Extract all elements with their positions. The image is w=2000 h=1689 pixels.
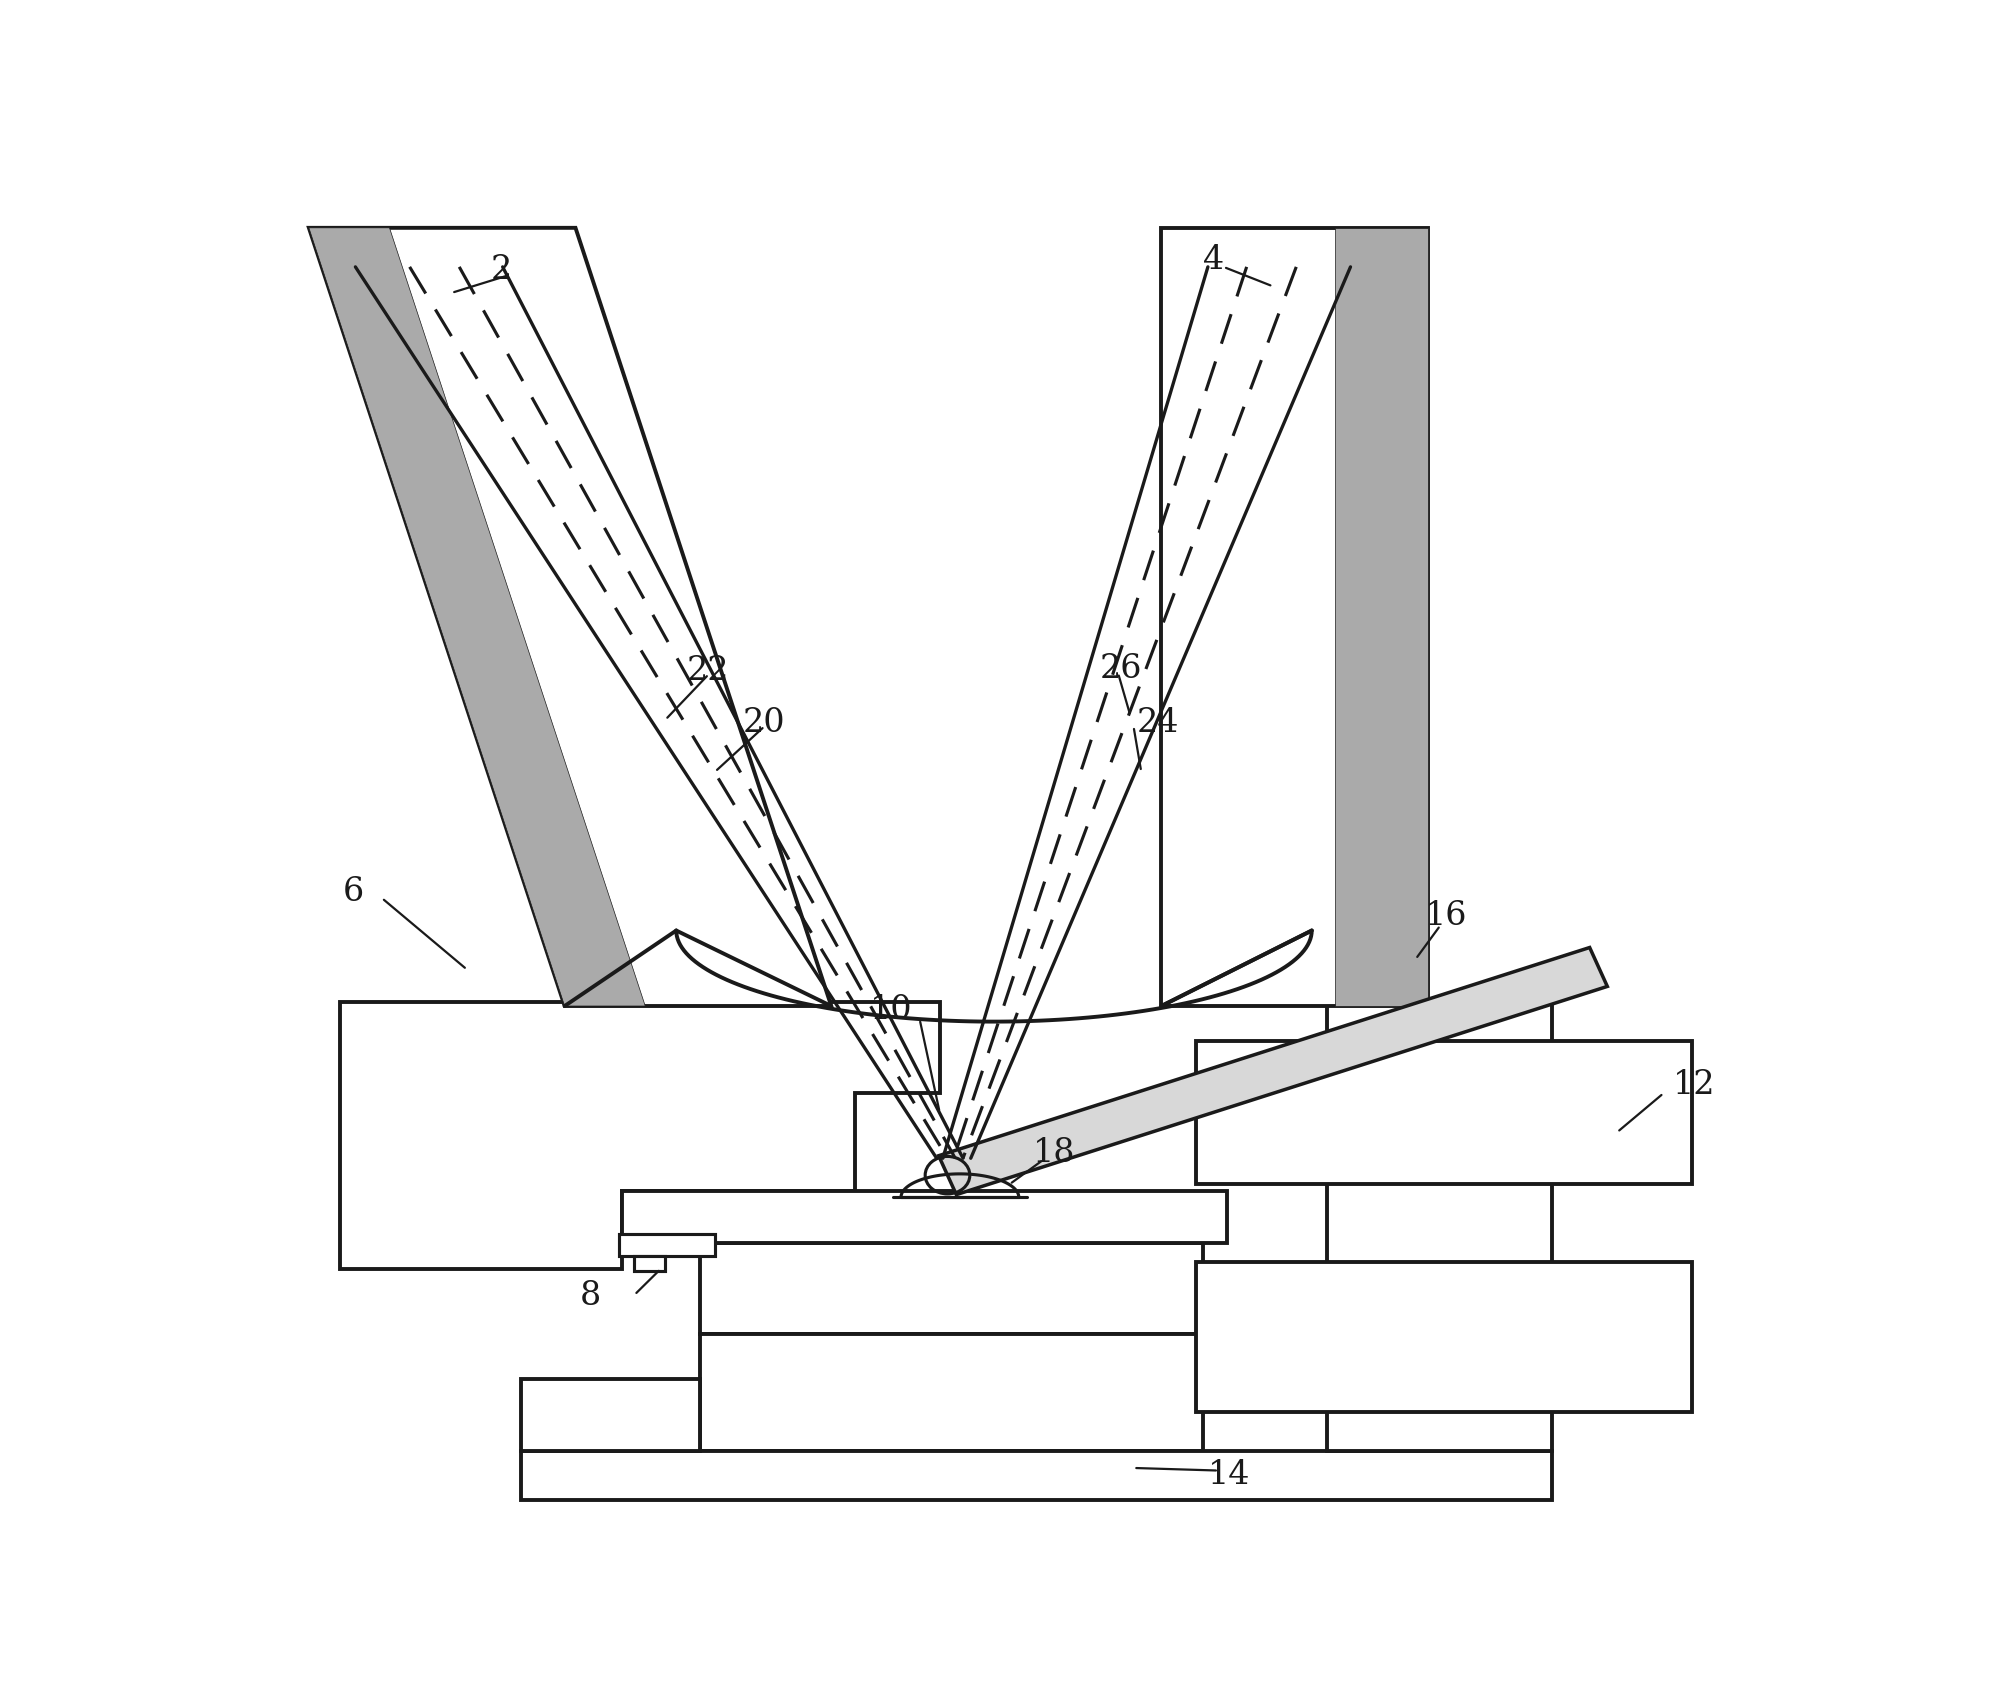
Polygon shape <box>1328 1003 1552 1451</box>
Text: 4: 4 <box>1204 243 1224 275</box>
Polygon shape <box>1196 1042 1692 1184</box>
Text: 26: 26 <box>1100 652 1142 684</box>
Polygon shape <box>1196 1263 1692 1412</box>
Polygon shape <box>700 1243 1204 1334</box>
Text: 8: 8 <box>580 1279 602 1311</box>
Polygon shape <box>1162 228 1428 1007</box>
Polygon shape <box>340 1003 940 1268</box>
Text: 2: 2 <box>490 255 512 287</box>
Polygon shape <box>700 1334 1204 1451</box>
Text: 14: 14 <box>1208 1459 1250 1491</box>
Polygon shape <box>522 1451 1552 1500</box>
Polygon shape <box>1336 228 1428 1007</box>
Text: 24: 24 <box>1136 708 1178 738</box>
Polygon shape <box>938 948 1608 1194</box>
Text: 18: 18 <box>1032 1137 1076 1169</box>
Polygon shape <box>308 228 832 1007</box>
Text: 20: 20 <box>742 708 786 738</box>
Polygon shape <box>522 1380 700 1451</box>
Text: 16: 16 <box>1424 899 1468 931</box>
Text: 12: 12 <box>1672 1069 1716 1101</box>
Text: 6: 6 <box>344 877 364 909</box>
Polygon shape <box>634 1257 666 1272</box>
Text: 22: 22 <box>688 655 730 687</box>
Polygon shape <box>622 1191 1226 1243</box>
Polygon shape <box>618 1235 716 1257</box>
Polygon shape <box>308 228 646 1007</box>
Text: 10: 10 <box>870 993 912 1025</box>
